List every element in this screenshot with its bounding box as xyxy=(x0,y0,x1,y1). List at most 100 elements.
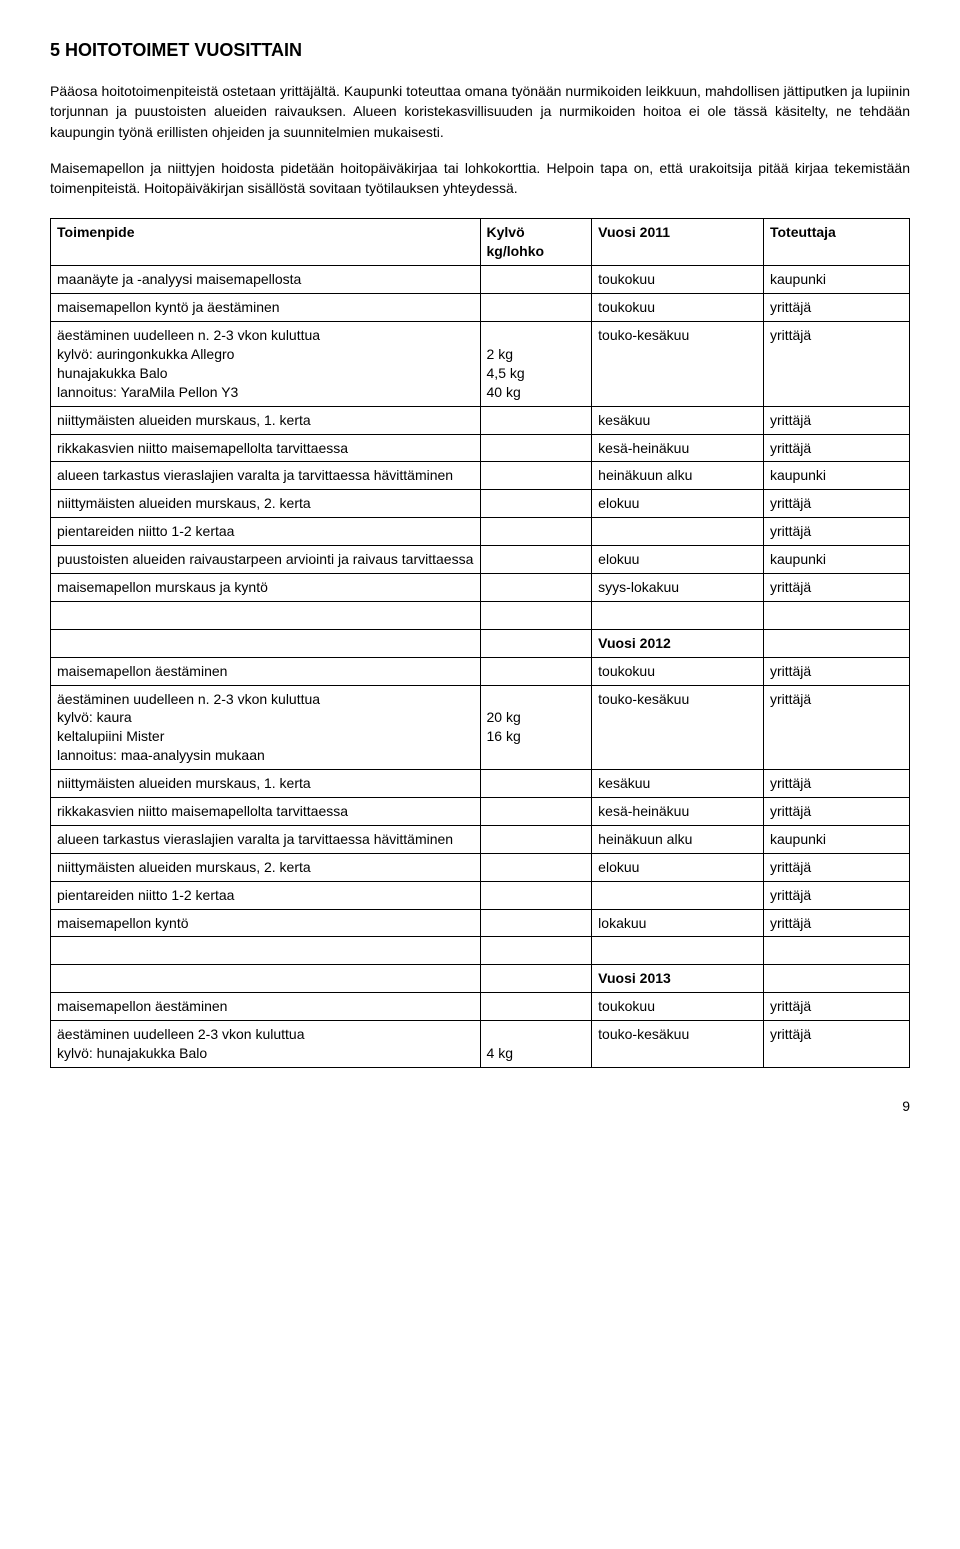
table-cell: toukokuu xyxy=(592,294,764,322)
table-cell: alueen tarkastus vieraslajien varalta ja… xyxy=(51,825,481,853)
table-row: puustoisten alueiden raivaustarpeen arvi… xyxy=(51,546,910,574)
table-row: niittymäisten alueiden murskaus, 1. kert… xyxy=(51,770,910,798)
table-row: Vuosi 2013 xyxy=(51,965,910,993)
table-cell: yrittäjä xyxy=(763,1021,909,1068)
table-cell xyxy=(763,601,909,629)
table-cell xyxy=(480,853,592,881)
table-cell: yrittäjä xyxy=(763,853,909,881)
table-cell: niittymäisten alueiden murskaus, 1. kert… xyxy=(51,406,481,434)
table-cell xyxy=(480,909,592,937)
table-cell xyxy=(480,657,592,685)
table-cell xyxy=(763,629,909,657)
table-row: maisemapellon kyntö ja äestäminentoukoku… xyxy=(51,294,910,322)
table-row: pientareiden niitto 1-2 kertaa yrittäjä xyxy=(51,881,910,909)
table-cell: kesäkuu xyxy=(592,406,764,434)
table-cell xyxy=(480,601,592,629)
table-row: maisemapellon murskaus ja kyntö syys-loka… xyxy=(51,573,910,601)
table-row: äestäminen uudelleen n. 2-3 vkon kuluttu… xyxy=(51,685,910,770)
table-row: äestäminen uudelleen n. 2-3 vkon kuluttu… xyxy=(51,322,910,407)
table-cell: yrittäjä xyxy=(763,797,909,825)
table-row: äestäminen uudelleen 2-3 vkon kuluttuaky… xyxy=(51,1021,910,1068)
table-cell: maisemapellon murskaus ja kyntö xyxy=(51,573,481,601)
table-cell: syys-lokakuu xyxy=(592,573,764,601)
table-cell: lokakuu xyxy=(592,909,764,937)
table-cell: yrittäjä xyxy=(763,518,909,546)
table-cell xyxy=(480,490,592,518)
table-cell: niittymäisten alueiden murskaus, 1. kert… xyxy=(51,770,481,798)
table-row: niittymäisten alueiden murskaus, 1. kert… xyxy=(51,406,910,434)
section-heading: 5 HOITOTOIMET VUOSITTAIN xyxy=(50,40,910,61)
table-cell xyxy=(480,797,592,825)
table-cell: yrittäjä xyxy=(763,993,909,1021)
table-cell: kesä-heinäkuu xyxy=(592,434,764,462)
table-cell: toukokuu xyxy=(592,266,764,294)
table-cell: yrittäjä xyxy=(763,881,909,909)
table-header-row: ToimenpideKylvökg/lohkoVuosi 2011Toteutt… xyxy=(51,219,910,266)
table-cell xyxy=(480,462,592,490)
table-cell: niittymäisten alueiden murskaus, 2. kert… xyxy=(51,853,481,881)
table-cell: maisemapellon äestäminen xyxy=(51,657,481,685)
table-cell: 2 kg4,5 kg40 kg xyxy=(480,322,592,407)
table-cell: kaupunki xyxy=(763,462,909,490)
table-cell: heinäkuun alku xyxy=(592,825,764,853)
table-cell: kaupunki xyxy=(763,825,909,853)
table-cell: heinäkuun alku xyxy=(592,462,764,490)
table-cell: yrittäjä xyxy=(763,490,909,518)
table-row: maisemapellon kyntö lokakuuyrittäjä xyxy=(51,909,910,937)
table-cell: toukokuu xyxy=(592,993,764,1021)
table-cell: maisemapellon äestäminen xyxy=(51,993,481,1021)
table-row: alueen tarkastus vieraslajien varalta ja… xyxy=(51,825,910,853)
table-cell: alueen tarkastus vieraslajien varalta ja… xyxy=(51,462,481,490)
table-cell: touko-kesäkuu xyxy=(592,685,764,770)
table-cell: kesä-heinäkuu xyxy=(592,797,764,825)
table-cell: Toteuttaja xyxy=(763,219,909,266)
table-row xyxy=(51,601,910,629)
table-cell: 4 kg xyxy=(480,1021,592,1068)
table-cell: elokuu xyxy=(592,490,764,518)
table-row: rikkakasvien niitto maisemapellolta tarv… xyxy=(51,797,910,825)
care-schedule-table: ToimenpideKylvökg/lohkoVuosi 2011Toteutt… xyxy=(50,218,910,1067)
table-cell: yrittäjä xyxy=(763,434,909,462)
table-cell xyxy=(51,965,481,993)
paragraph-2: Maisemapellon ja niittyjen hoidosta pide… xyxy=(50,158,910,199)
table-cell xyxy=(480,965,592,993)
table-cell xyxy=(763,937,909,965)
table-cell xyxy=(480,993,592,1021)
table-cell: pientareiden niitto 1-2 kertaa xyxy=(51,881,481,909)
page-number: 9 xyxy=(50,1098,910,1114)
table-cell xyxy=(592,601,764,629)
table-cell xyxy=(480,434,592,462)
table-cell xyxy=(480,825,592,853)
table-cell: äestäminen uudelleen n. 2-3 vkon kuluttu… xyxy=(51,685,481,770)
table-cell: maisemapellon kyntö xyxy=(51,909,481,937)
table-cell xyxy=(763,965,909,993)
table-row: niittymäisten alueiden murskaus, 2. kert… xyxy=(51,853,910,881)
table-cell xyxy=(480,770,592,798)
table-cell: rikkakasvien niitto maisemapellolta tarv… xyxy=(51,797,481,825)
table-cell: maanäyte ja -analyysi maisemapellosta xyxy=(51,266,481,294)
table-cell: Vuosi 2013 xyxy=(592,965,764,993)
table-row: pientareiden niitto 1-2 kertaa yrittäjä xyxy=(51,518,910,546)
table-cell xyxy=(480,881,592,909)
table-cell: yrittäjä xyxy=(763,406,909,434)
table-cell xyxy=(480,518,592,546)
table-cell: 20 kg16 kg xyxy=(480,685,592,770)
table-cell xyxy=(480,294,592,322)
table-cell: yrittäjä xyxy=(763,909,909,937)
table-row: maisemapellon äestäminen toukokuuyrittäjä xyxy=(51,993,910,1021)
table-row xyxy=(51,937,910,965)
table-cell: kaupunki xyxy=(763,546,909,574)
table-cell: Kylvökg/lohko xyxy=(480,219,592,266)
table-cell: yrittäjä xyxy=(763,294,909,322)
table-cell: touko-kesäkuu xyxy=(592,1021,764,1068)
table-cell xyxy=(592,518,764,546)
table-cell: elokuu xyxy=(592,853,764,881)
table-cell: rikkakasvien niitto maisemapellolta tarv… xyxy=(51,434,481,462)
table-cell xyxy=(480,266,592,294)
table-cell xyxy=(592,881,764,909)
table-cell xyxy=(51,629,481,657)
table-cell: pientareiden niitto 1-2 kertaa xyxy=(51,518,481,546)
paragraph-1: Pääosa hoitotoimenpiteistä ostetaan yrit… xyxy=(50,81,910,142)
table-row: maanäyte ja -analyysi maisemapellosta tou… xyxy=(51,266,910,294)
table-cell: yrittäjä xyxy=(763,322,909,407)
